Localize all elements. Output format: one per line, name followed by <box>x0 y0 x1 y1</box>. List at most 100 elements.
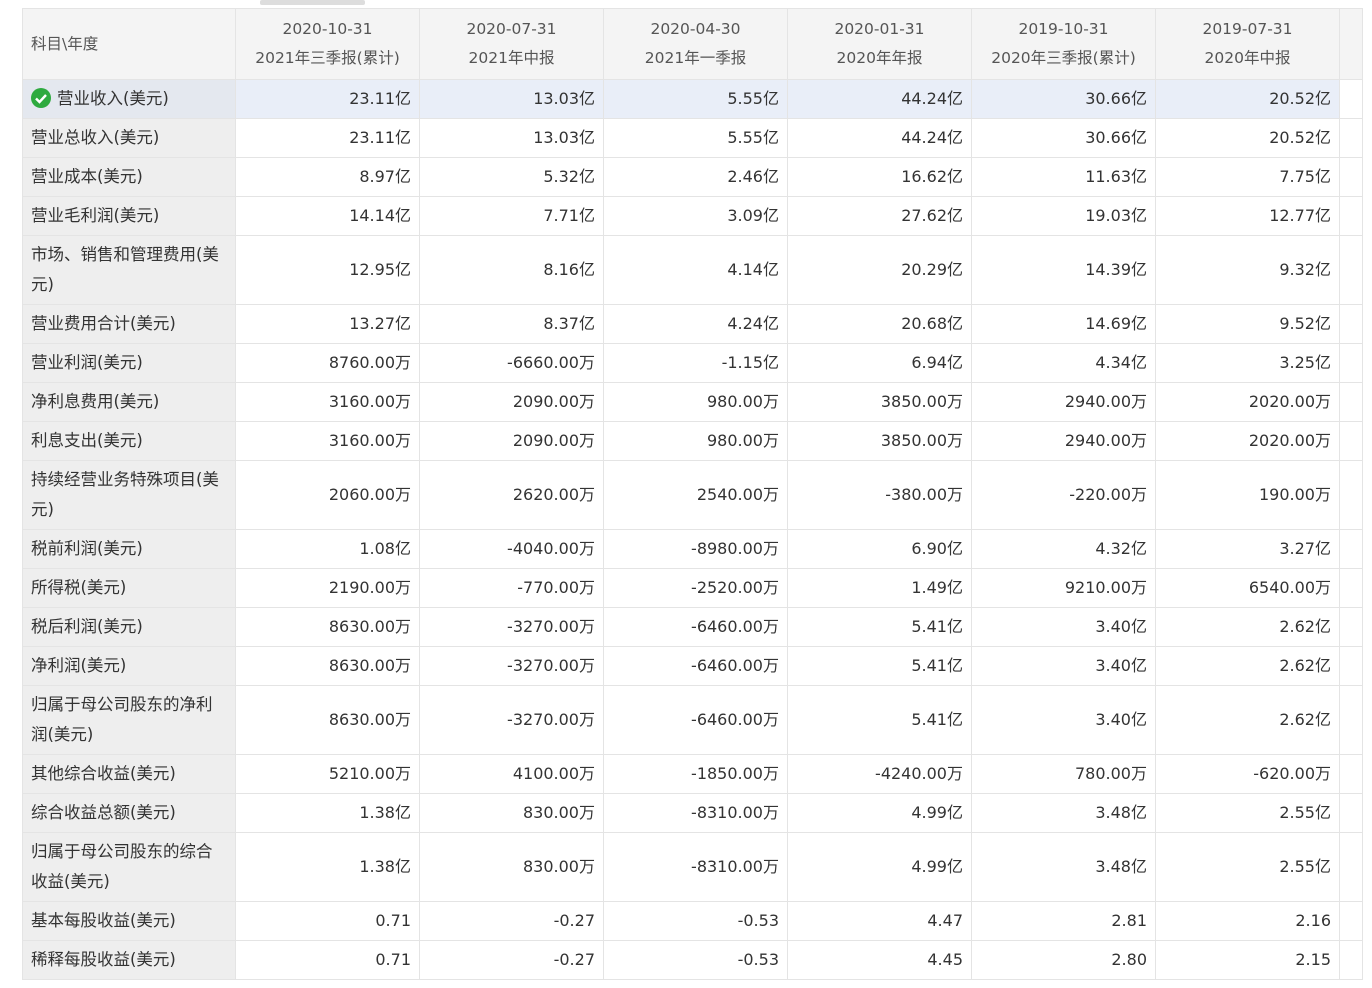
cell-value-text: 980.00万 <box>707 431 779 450</box>
cell-value: -1850.00万 <box>603 754 788 794</box>
cell-value-text: 0.71 <box>375 911 411 930</box>
column-period-text: 2021年三季报(累计) <box>255 49 400 67</box>
cell-value: 3.09亿 <box>603 196 788 236</box>
cell-value: 3.40亿 <box>971 685 1156 755</box>
cell-value-text: 23.11亿 <box>349 128 411 147</box>
table-row[interactable]: 营业利润(美元) 8760.00万 -6660.00万 -1.15亿 6.94亿 4.34… <box>22 343 1363 383</box>
table-row[interactable]: 净利润(美元) 8630.00万 -3270.00万 -6460.00万 5.41亿 3.… <box>22 646 1363 686</box>
cell-value-text: 2540.00万 <box>696 485 779 504</box>
table-row[interactable]: 营业费用合计(美元) 13.27亿 8.37亿 4.24亿 20.68亿 14.69亿 9.… <box>22 304 1363 344</box>
table-row[interactable]: 营业成本(美元) 8.97亿 5.32亿 2.46亿 16.62亿 11.63亿 7.75亿 <box>22 157 1363 197</box>
cell-value: -8310.00万 <box>603 832 788 902</box>
column-date-text: 2020-07-31 <box>466 20 557 38</box>
cell-value-text: -2520.00万 <box>691 578 779 597</box>
table-row[interactable]: 净利息费用(美元) 3160.00万 2090.00万 980.00万 3850.00万… <box>22 382 1363 422</box>
cell-value-text: -220.00万 <box>1069 485 1147 504</box>
row-label-text: 净利润(美元) <box>31 656 127 675</box>
filler-cell <box>1339 793 1363 833</box>
cell-value: 5.41亿 <box>787 607 972 647</box>
cell-value-text: -0.53 <box>737 911 779 930</box>
cell-value: 7.75亿 <box>1155 157 1340 197</box>
filler-cell <box>1339 832 1363 902</box>
cell-value-text: 5.32亿 <box>543 167 595 186</box>
cell-value-text: 9210.00万 <box>1064 578 1147 597</box>
filler-cell <box>1339 529 1363 569</box>
cell-value-text: 4.32亿 <box>1095 539 1147 558</box>
column-header: 2020-07-31 2021年中报 <box>419 8 604 80</box>
row-label: 稀释每股收益(美元) <box>22 940 236 980</box>
cell-value: 4.47 <box>787 901 972 941</box>
cell-value-text: 780.00万 <box>1075 764 1147 783</box>
cell-value: 4.32亿 <box>971 529 1156 569</box>
cell-value: 3.48亿 <box>971 832 1156 902</box>
cell-value: 2.62亿 <box>1155 685 1340 755</box>
cell-value-text: -6660.00万 <box>507 353 595 372</box>
column-period: 2020年年报 <box>796 44 963 73</box>
cell-value: -8980.00万 <box>603 529 788 569</box>
cell-value-text: 3.27亿 <box>1279 539 1331 558</box>
cell-value: 14.69亿 <box>971 304 1156 344</box>
cell-value-text: 4.14亿 <box>727 260 779 279</box>
cell-value-text: 5.41亿 <box>911 617 963 636</box>
cell-value-text: 1.38亿 <box>359 803 411 822</box>
cell-value-text: 2060.00万 <box>328 485 411 504</box>
row-label-text: 营业毛利润(美元) <box>31 206 160 225</box>
corner-header: 科目\年度 <box>22 8 236 80</box>
cell-value-text: 3.48亿 <box>1095 803 1147 822</box>
table-row[interactable]: 营业毛利润(美元) 14.14亿 7.71亿 3.09亿 27.62亿 19.03亿 12.… <box>22 196 1363 236</box>
row-label-text: 稀释每股收益(美元) <box>31 950 176 969</box>
cell-value: 19.03亿 <box>971 196 1156 236</box>
table-row[interactable]: 归属于母公司股东的净利润(美元) 8630.00万 -3270.00万 -6460.0… <box>22 685 1363 755</box>
filler-cell <box>1339 568 1363 608</box>
column-date: 2020-10-31 <box>244 15 411 44</box>
column-period: 2021年中报 <box>428 44 595 73</box>
table-row[interactable]: 营业总收入(美元) 23.11亿 13.03亿 5.55亿 44.24亿 30.66亿 20… <box>22 118 1363 158</box>
cell-value-text: -8310.00万 <box>691 803 779 822</box>
cell-value-text: 14.69亿 <box>1085 314 1147 333</box>
cell-value: 16.62亿 <box>787 157 972 197</box>
cell-value: 20.52亿 <box>1155 79 1340 119</box>
table-row[interactable]: 综合收益总额(美元) 1.38亿 830.00万 -8310.00万 4.99亿 3.48… <box>22 793 1363 833</box>
table-row[interactable]: 归属于母公司股东的综合收益(美元) 1.38亿 830.00万 -8310.00万 4.… <box>22 832 1363 902</box>
table-row[interactable]: 其他综合收益(美元) 5210.00万 4100.00万 -1850.00万 -4240… <box>22 754 1363 794</box>
cell-value: 11.63亿 <box>971 157 1156 197</box>
cell-value-text: 9.52亿 <box>1279 314 1331 333</box>
cell-value: 2940.00万 <box>971 382 1156 422</box>
cell-value: 3.48亿 <box>971 793 1156 833</box>
cell-value: 4.99亿 <box>787 832 972 902</box>
cell-value: 980.00万 <box>603 382 788 422</box>
table-row[interactable]: 基本每股收益(美元) 0.71 -0.27 -0.53 4.47 2.81 2.16 <box>22 901 1363 941</box>
table-row[interactable]: 持续经营业务特殊项目(美元) 2060.00万 2620.00万 2540.00万 -3… <box>22 460 1363 530</box>
cell-value: 3.27亿 <box>1155 529 1340 569</box>
table-row[interactable]: 市场、销售和管理费用(美元) 12.95亿 8.16亿 4.14亿 20.29亿 14.3… <box>22 235 1363 305</box>
cell-value-text: -1.15亿 <box>721 353 779 372</box>
column-period-text: 2020年年报 <box>836 49 923 67</box>
cell-value-text: -8310.00万 <box>691 857 779 876</box>
cell-value: -6460.00万 <box>603 607 788 647</box>
row-label-text: 归属于母公司股东的综合收益(美元) <box>31 842 213 891</box>
table-row[interactable]: 利息支出(美元) 3160.00万 2090.00万 980.00万 3850.00万 2… <box>22 421 1363 461</box>
cell-value: 2190.00万 <box>235 568 420 608</box>
cell-value: -1.15亿 <box>603 343 788 383</box>
table-row[interactable]: 所得税(美元) 2190.00万 -770.00万 -2520.00万 1.49亿 921… <box>22 568 1363 608</box>
cell-value-text: 8630.00万 <box>328 656 411 675</box>
table-row[interactable]: 税后利润(美元) 8630.00万 -3270.00万 -6460.00万 5.41亿 3… <box>22 607 1363 647</box>
cell-value: 14.14亿 <box>235 196 420 236</box>
cell-value-text: 1.38亿 <box>359 857 411 876</box>
table-row[interactable]: 稀释每股收益(美元) 0.71 -0.27 -0.53 4.45 2.80 2.15 <box>22 940 1363 980</box>
row-label-text: 营业成本(美元) <box>31 167 143 186</box>
column-date: 2019-10-31 <box>980 15 1147 44</box>
cell-value: 5.55亿 <box>603 79 788 119</box>
table-row[interactable]: 营业收入(美元) 23.11亿 13.03亿 5.55亿 44.24亿 30.66亿 20.… <box>22 79 1363 119</box>
table-row[interactable]: 税前利润(美元) 1.08亿 -4040.00万 -8980.00万 6.90亿 4.32… <box>22 529 1363 569</box>
cell-value-text: 6.90亿 <box>911 539 963 558</box>
cell-value-text: 830.00万 <box>523 857 595 876</box>
cell-value-text: 3850.00万 <box>880 431 963 450</box>
filler-cell <box>1339 685 1363 755</box>
row-label: 归属于母公司股东的净利润(美元) <box>22 685 236 755</box>
row-label: 营业费用合计(美元) <box>22 304 236 344</box>
cell-value: 3160.00万 <box>235 421 420 461</box>
cell-value: 2060.00万 <box>235 460 420 530</box>
cell-value-text: 2620.00万 <box>512 485 595 504</box>
cell-value: 20.68亿 <box>787 304 972 344</box>
